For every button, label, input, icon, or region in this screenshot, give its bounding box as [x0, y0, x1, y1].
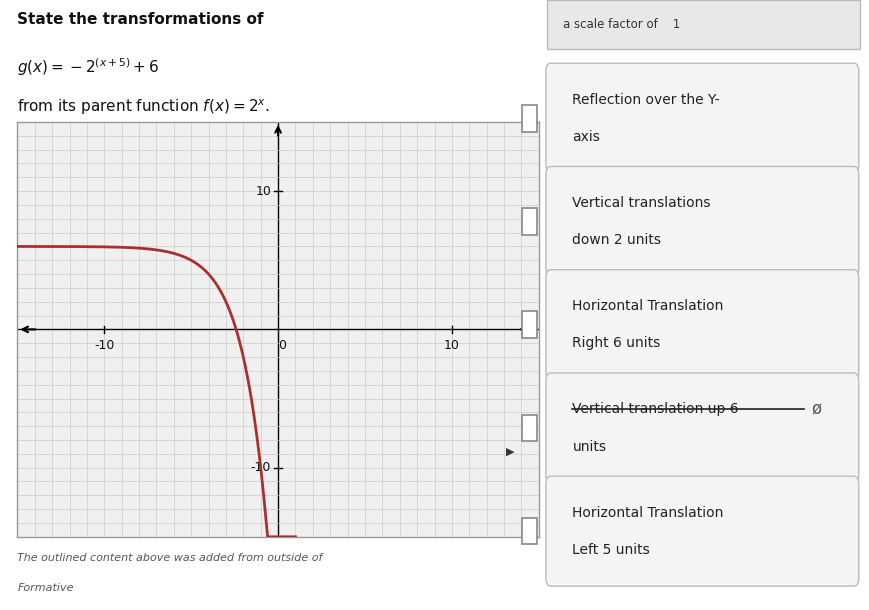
FancyBboxPatch shape [521, 105, 536, 132]
Text: down 2 units: down 2 units [573, 233, 661, 247]
Text: 10: 10 [444, 339, 460, 352]
Text: from its parent function $f(x) = 2^x$.: from its parent function $f(x) = 2^x$. [17, 98, 270, 118]
Text: Formative: Formative [17, 583, 74, 593]
Text: Right 6 units: Right 6 units [573, 336, 660, 350]
Text: ø: ø [812, 400, 821, 418]
Text: -10: -10 [251, 461, 271, 474]
Text: Vertical translation up 6: Vertical translation up 6 [573, 402, 740, 416]
FancyBboxPatch shape [521, 208, 536, 235]
Text: units: units [573, 440, 607, 454]
Text: ▶: ▶ [506, 447, 514, 456]
Text: Left 5 units: Left 5 units [573, 543, 650, 557]
Text: -10: -10 [94, 339, 115, 352]
FancyBboxPatch shape [546, 63, 859, 173]
FancyBboxPatch shape [521, 311, 536, 338]
Text: 10: 10 [255, 185, 271, 198]
Text: Horizontal Translation: Horizontal Translation [573, 299, 724, 313]
Text: 0: 0 [278, 339, 286, 352]
Text: The outlined content above was added from outside of: The outlined content above was added fro… [17, 553, 322, 563]
Text: State the transformations of: State the transformations of [17, 12, 264, 27]
Text: Vertical translations: Vertical translations [573, 196, 711, 210]
FancyBboxPatch shape [546, 373, 859, 483]
Text: Horizontal Translation: Horizontal Translation [573, 506, 724, 520]
Text: a scale factor of    1: a scale factor of 1 [563, 18, 680, 31]
Text: axis: axis [573, 130, 600, 144]
FancyBboxPatch shape [546, 476, 859, 586]
Text: $g(x) = -2^{(x+5)} + 6$: $g(x) = -2^{(x+5)} + 6$ [17, 56, 160, 78]
FancyBboxPatch shape [547, 0, 860, 49]
FancyBboxPatch shape [546, 167, 859, 276]
FancyBboxPatch shape [521, 518, 536, 545]
FancyBboxPatch shape [546, 270, 859, 379]
FancyBboxPatch shape [521, 415, 536, 441]
Text: Reflection over the Y-: Reflection over the Y- [573, 93, 720, 107]
